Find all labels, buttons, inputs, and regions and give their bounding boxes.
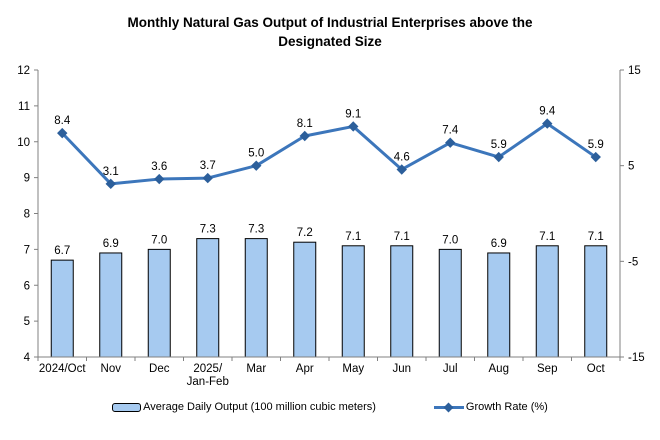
line-series-swatch-icon [433, 402, 464, 412]
line-value-label-7: 4.6 [394, 151, 410, 163]
bar-11 [584, 245, 608, 358]
line-marker-7 [396, 164, 407, 175]
line-marker-3 [202, 172, 213, 184]
line-marker-10 [542, 118, 553, 129]
left-axis-label: 8 [24, 209, 30, 221]
line-value-label-6: 9.1 [345, 108, 361, 120]
chart-title-line1: Monthly Natural Gas Output of Industrial… [127, 15, 533, 30]
line-value-label-10: 9.4 [539, 106, 556, 118]
left-axis-label: 11 [18, 101, 30, 113]
left-axis-label: 9 [24, 173, 30, 185]
left-axis-label: 4 [24, 352, 31, 364]
line-value-label-1: 3.1 [103, 166, 119, 178]
line-marker-6 [348, 121, 359, 132]
category-label-11: Oct [587, 363, 606, 375]
bar-value-label-8: 7.0 [442, 234, 458, 246]
right-axis-label: 15 [628, 65, 641, 77]
bar-0 [50, 259, 74, 358]
line-value-label-0: 8.4 [54, 115, 71, 127]
bar-value-label-9: 6.9 [491, 238, 507, 250]
bar-value-label-4: 7.3 [248, 224, 264, 236]
line-marker-9 [493, 151, 504, 163]
bar-series-swatch-icon [112, 402, 142, 412]
bar-value-label-0: 6.7 [54, 245, 70, 257]
category-label-4: Mar [246, 363, 266, 375]
left-axis-label: 7 [24, 244, 30, 256]
category-label-5: Apr [296, 363, 314, 375]
chart-title: Monthly Natural Gas Output of Industrial… [0, 13, 660, 51]
bar-10 [535, 245, 559, 358]
category-label-2: Dec [149, 363, 170, 375]
bar-5 [293, 241, 317, 358]
line-marker-8 [445, 137, 456, 148]
line-swatch-marker [443, 402, 454, 412]
line-value-label-11: 5.9 [588, 139, 604, 151]
bar-8 [438, 248, 462, 358]
category-label-9: Aug [489, 363, 509, 375]
line-value-label-8: 7.4 [442, 125, 459, 137]
line-marker-4 [251, 160, 262, 171]
bar-value-label-1: 6.9 [103, 238, 119, 250]
bar-7 [390, 245, 414, 358]
line-marker-2 [154, 173, 165, 185]
bar-value-label-2: 7.0 [151, 234, 167, 246]
category-label-7: Jun [392, 363, 411, 375]
bar-value-label-6: 7.1 [345, 231, 361, 243]
bar-4 [244, 238, 268, 358]
bar-value-label-7: 7.1 [394, 231, 410, 243]
line-value-label-3: 3.7 [200, 160, 216, 172]
line-marker-5 [299, 130, 310, 142]
left-axis-label: 5 [24, 316, 30, 328]
line-value-label-9: 5.9 [491, 139, 507, 151]
bar-3 [196, 238, 220, 358]
line-marker-11 [590, 151, 601, 163]
category-label-1: Nov [101, 363, 122, 375]
bar-1 [99, 252, 123, 358]
right-axis-label: -5 [628, 256, 638, 268]
line-value-label-4: 5.0 [248, 148, 264, 160]
legend-item-growth-rate: Growth Rate (%) [433, 401, 548, 413]
left-axis-label: 12 [17, 65, 30, 77]
right-axis-label: 5 [628, 161, 634, 173]
line-marker-0 [57, 127, 68, 139]
category-label-6: May [342, 363, 364, 375]
bar-value-label-3: 7.3 [200, 224, 216, 236]
chart-title-line2: Designated Size [278, 34, 382, 49]
bar-value-label-10: 7.1 [539, 231, 555, 243]
bar-2 [147, 248, 171, 358]
bar-value-label-11: 7.1 [588, 231, 604, 243]
growth-rate-line [60, 122, 598, 186]
bar-value-label-5: 7.2 [297, 227, 313, 239]
category-label-10: Sep [537, 363, 557, 375]
line-value-label-5: 8.1 [297, 118, 313, 130]
left-axis-label: 6 [24, 280, 30, 292]
bar-6 [341, 245, 365, 358]
right-axis-label: -15 [628, 352, 645, 364]
left-axis-label: 10 [17, 137, 30, 149]
legend-item-average-daily-output: Average Daily Output (100 million cubic … [112, 401, 376, 413]
category-label-0: 2024/Oct [39, 363, 86, 375]
category-label-8: Jul [443, 363, 458, 375]
line-value-label-2: 3.6 [151, 161, 167, 173]
bar-9 [487, 252, 511, 358]
legend: Average Daily Output (100 million cubic … [0, 401, 660, 413]
legend-label-average-daily-output: Average Daily Output (100 million cubic … [143, 401, 376, 413]
category-label-3: 2025/Jan-Feb [187, 363, 229, 388]
line-marker-1 [105, 178, 116, 190]
legend-label-growth-rate: Growth Rate (%) [465, 401, 548, 413]
